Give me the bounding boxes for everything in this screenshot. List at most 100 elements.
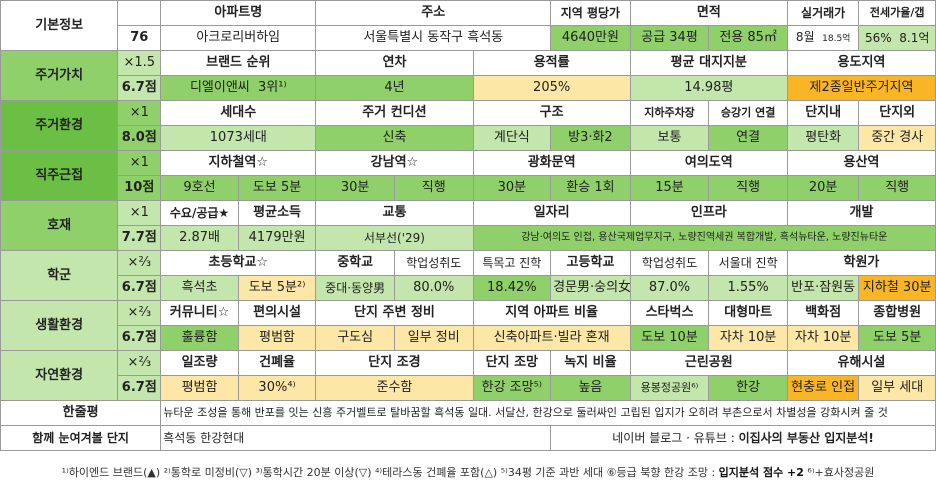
inside-label: 단지내	[786, 100, 860, 126]
year-label: 연차	[315, 50, 474, 76]
commute-mult: ×1	[117, 150, 162, 176]
section-residence: 주거가치	[0, 50, 119, 101]
inside-value: 평탄화	[786, 125, 860, 151]
life-mult: ×⅔	[117, 300, 162, 326]
community-label: 커뮤니티☆	[160, 300, 239, 326]
land-label: 평균 대지지분	[629, 50, 788, 76]
zone-value: 제2종일반주거지역	[786, 75, 936, 101]
apt-name: 아크로리버하임	[160, 25, 317, 51]
starbucks-label: 스타벅스	[629, 300, 710, 326]
commute-score: 10점	[117, 175, 162, 201]
bcr-value: 30%⁴⁾	[237, 375, 317, 401]
section-env: 주거환경	[0, 100, 119, 151]
brand-rank: 3위¹⁾	[258, 80, 287, 95]
gangnam-label: 강남역☆	[315, 150, 474, 176]
dept-value: 자차 10분	[786, 325, 860, 351]
park-b: 한강	[708, 375, 788, 401]
yeouido-label: 여의도역	[629, 150, 788, 176]
school-mult: ×⅔	[117, 250, 162, 276]
gangnam-time: 30분	[315, 175, 395, 201]
analysis-table: 기본정보 아파트명 주소 지역 평당가 면적 실거래가 전세가율/갭 76 아크…	[0, 0, 936, 451]
footnote-bonus: 입지분석 점수 +2	[718, 466, 804, 479]
brand-name: 디엘이앤씨	[189, 80, 250, 95]
far-label: 용적률	[472, 50, 631, 76]
high-value: 경문男·숭의女³⁾	[550, 275, 631, 301]
area-exclusive: 전용 85㎡	[708, 25, 788, 51]
around-b: 일부 정비	[393, 325, 474, 351]
price-label: 지역 평당가	[550, 0, 631, 26]
infra-label: 인프라	[629, 200, 788, 226]
view-value: 한강 조망⁵⁾	[472, 375, 552, 401]
dev-label: 개발	[786, 200, 936, 226]
demand-label: 수요/공급★	[160, 200, 239, 226]
income-value: 4179만원	[237, 225, 317, 251]
mart-value: 자차 10분	[708, 325, 788, 351]
landscape-label: 단지 조경	[315, 350, 474, 376]
special-value: 18.42%	[472, 275, 552, 301]
yongsan-time: 20분	[786, 175, 860, 201]
ratio-values: 56% 8.1억	[858, 25, 936, 51]
subway-line: 9호선	[160, 175, 239, 201]
hospital-label: 종합병원	[858, 300, 936, 326]
brand-value: 디엘이앤씨 3위¹⁾	[160, 75, 317, 101]
sunlight-label: 일조량	[160, 350, 239, 376]
ratio-region-value: 신축아파트·빌라 혼재	[472, 325, 631, 351]
elem-value: 흑석초	[160, 275, 239, 301]
high-perf-label: 학업성취도	[629, 250, 710, 276]
outside-value: 중간 경사	[858, 125, 936, 151]
address: 서울특별시 동작구 흑석동	[315, 25, 552, 51]
mart-label: 대형마트	[708, 300, 788, 326]
structure-a: 계단식	[472, 125, 552, 151]
source-credit: 네이버 블로그 · 유튜브 : 이집사의 부동산 입지분석!	[550, 425, 936, 451]
section-review: 한줄평	[0, 400, 162, 426]
apt-number: 76	[117, 25, 162, 51]
park-a: 용봉정공원⁶⁾	[629, 375, 710, 401]
traffic-value: 서부선('29)	[315, 225, 474, 251]
env-mult: ×1	[117, 100, 162, 126]
elevator-label: 승강기 연결	[708, 100, 788, 126]
hospital-value: 도보 5분	[858, 325, 936, 351]
parking-value: 보통	[629, 125, 710, 151]
structure-b: 방3·화2	[550, 125, 631, 151]
subway-label: 지하철역☆	[160, 150, 317, 176]
source-prefix: 네이버 블로그 · 유튜브 :	[612, 431, 739, 445]
trade-label: 실거래가	[786, 0, 860, 26]
footnotes: ¹⁾하이엔드 브랜드(▲) ²⁾통학로 미정비(▽) ³⁾통학시간 20분 이상…	[0, 464, 936, 482]
facility-value: 평범함	[237, 325, 317, 351]
households-label: 세대수	[160, 100, 317, 126]
review-text: 뉴타운 조성을 통해 반포를 잇는 신흥 주거벨트로 탈바꿈할 흑석동 일대. …	[160, 400, 936, 426]
apt-name-label: 아파트명	[160, 0, 317, 26]
blank-cell	[117, 0, 162, 26]
residence-mult: ×1.5	[117, 50, 162, 76]
far-value: 205%	[472, 75, 631, 101]
section-school: 학군	[0, 250, 119, 301]
brand-label: 브랜드 순위	[160, 50, 317, 76]
year-value: 4년	[315, 75, 474, 101]
life-score: 6.7점	[117, 325, 162, 351]
middle-perf-value: 80.0%	[393, 275, 474, 301]
gangnam-type: 직행	[393, 175, 474, 201]
yeouido-type: 직행	[708, 175, 788, 201]
price: 4640만원	[550, 25, 631, 51]
green-ratio-label: 녹지 비율	[550, 350, 631, 376]
env-score: 8.0점	[117, 125, 162, 151]
academy-b: 지하철 30분	[858, 275, 936, 301]
middle-value: 중대·동양男	[315, 275, 395, 301]
landscape-value: 준수함	[315, 375, 474, 401]
yeouido-time: 15분	[629, 175, 710, 201]
elem-label: 초등학교☆	[160, 250, 317, 276]
middle-label: 중학교	[315, 250, 395, 276]
snu-label: 서울대 진학	[708, 250, 788, 276]
section-nature: 자연환경	[0, 350, 119, 401]
academy-label: 학원가	[786, 250, 936, 276]
gwanghwamun-time: 30분	[472, 175, 552, 201]
yongsan-type: 직행	[858, 175, 936, 201]
condition-value: 신축	[315, 125, 474, 151]
section-basic: 기본정보	[0, 0, 119, 51]
nature-score: 6.7점	[117, 375, 162, 401]
land-value: 14.98평	[629, 75, 788, 101]
traffic-label: 교통	[315, 200, 474, 226]
gwanghwamun-type: 환승 1회	[550, 175, 631, 201]
outside-label: 단지외	[858, 100, 936, 126]
